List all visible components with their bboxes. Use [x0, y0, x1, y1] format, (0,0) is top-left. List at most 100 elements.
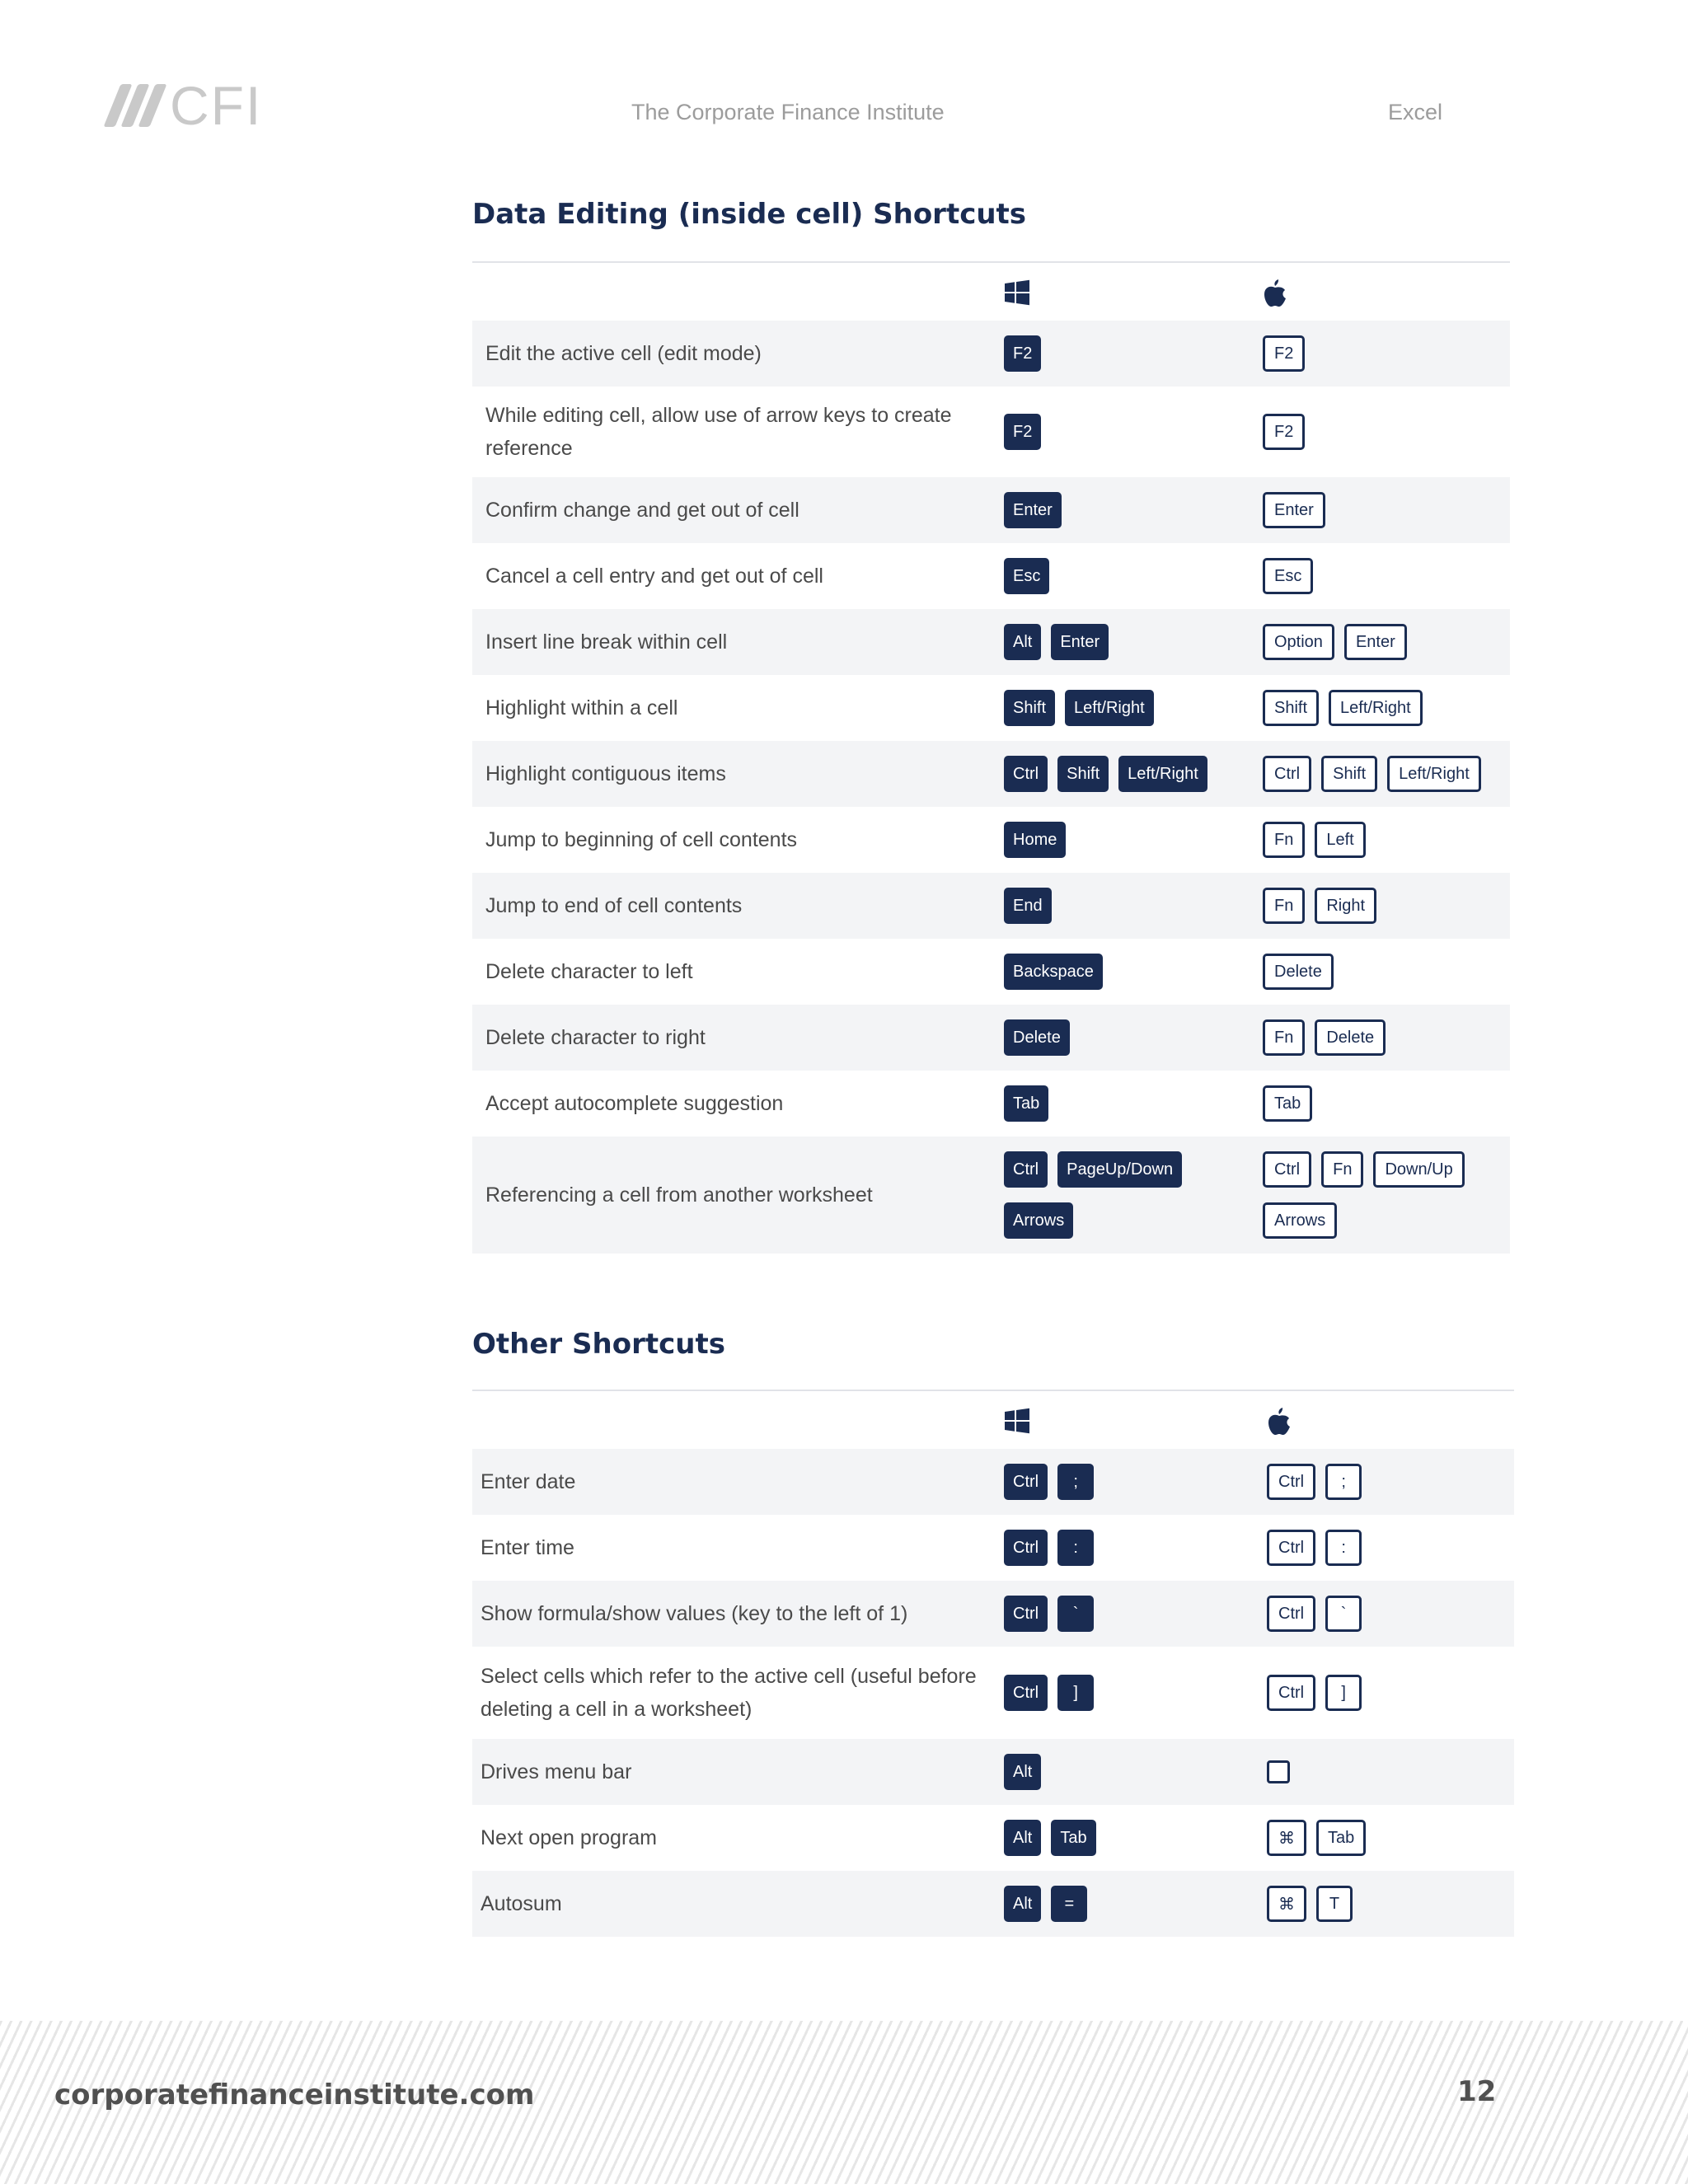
- shortcut-description: Delete character to left: [485, 960, 693, 983]
- table-row: Select cells which refer to the active c…: [472, 1647, 1514, 1739]
- shortcut-description: Delete character to right: [485, 1026, 706, 1049]
- shortcut-description: Accept autocomplete suggestion: [485, 1092, 784, 1115]
- key-cap: T: [1316, 1886, 1353, 1922]
- windows-keys: Ctrl]: [1004, 1647, 1095, 1739]
- command-key-icon: ⌘: [1267, 1886, 1306, 1922]
- key-cap: Right: [1315, 888, 1377, 924]
- mac-keys: Shift Left/Right: [1263, 675, 1423, 741]
- key-cap: Ctrl: [1004, 756, 1048, 792]
- mac-keys: Ctrl:: [1267, 1515, 1362, 1581]
- header-topic: Excel: [1388, 100, 1443, 124]
- key-cap: Left/Right: [1387, 756, 1481, 792]
- windows-keys: Ctrl Shift Left/Right: [1004, 741, 1207, 807]
- table-row: Jump to beginning of cell contents Home Fn…: [472, 807, 1510, 873]
- apple-icon: [1267, 1408, 1292, 1440]
- table-row: Enter time Ctrl: Ctrl:: [472, 1515, 1514, 1581]
- page-header: CFI The Corporate Finance Institute Exce…: [0, 0, 1688, 165]
- table-row: Edit the active cell (edit mode) F2 F2: [472, 321, 1510, 387]
- shortcut-description: While editing cell, allow use of arrow k…: [485, 404, 952, 460]
- blank-key-icon: [1267, 1760, 1290, 1783]
- windows-keys: Ctrl `: [1004, 1581, 1095, 1647]
- key-cap: Enter: [1343, 624, 1407, 660]
- mac-keys: Delete: [1263, 939, 1334, 1005]
- windows-keys: Esc: [1004, 543, 1050, 609]
- table-row: Referencing a cell from another workshee…: [472, 1137, 1510, 1254]
- table-row: While editing cell, allow use of arrow k…: [472, 387, 1510, 477]
- page-number: 12: [1457, 2075, 1497, 2108]
- mac-keys: Ctrl `: [1267, 1581, 1362, 1647]
- shortcut-description: Referencing a cell from another workshee…: [485, 1183, 873, 1207]
- shortcuts-table-data-editing: Edit the active cell (edit mode) F2 F2 Whil…: [472, 261, 1510, 1254]
- key-cap: Tab: [1051, 1820, 1096, 1856]
- key-cap: PageUp/Down: [1057, 1151, 1183, 1188]
- table-header: [472, 263, 1510, 321]
- key-cap: F2: [1004, 335, 1042, 372]
- table-row: Drives menu bar Alt: [472, 1739, 1514, 1805]
- shortcut-description: Show formula/show values (key to the lef…: [481, 1602, 908, 1625]
- key-cap: Alt: [1004, 1754, 1042, 1790]
- cfi-logo: CFI: [103, 75, 263, 136]
- shortcut-description: Confirm change and get out of cell: [485, 499, 799, 522]
- key-cap: Down/Up: [1373, 1151, 1465, 1188]
- key-cap: :: [1325, 1530, 1362, 1566]
- windows-keys: End: [1004, 873, 1052, 939]
- key-cap: Ctrl: [1267, 1596, 1316, 1632]
- table-row: Jump to end of cell contents End Fn Right: [472, 873, 1510, 939]
- key-cap: F2: [1263, 335, 1306, 372]
- key-cap: Alt: [1004, 1886, 1042, 1922]
- windows-keys: Ctrl:: [1004, 1515, 1095, 1581]
- mac-keys: Fn Left: [1263, 807, 1366, 873]
- key-cap: Ctrl: [1004, 1464, 1048, 1500]
- windows-keys: F2: [1004, 387, 1042, 477]
- mac-keys: Fn Delete: [1263, 1005, 1386, 1071]
- mac-keys: Fn Right: [1263, 873, 1377, 939]
- key-cap: F2: [1263, 414, 1306, 450]
- key-cap: Tab: [1316, 1820, 1367, 1856]
- key-cap: `: [1325, 1596, 1362, 1632]
- mac-keys: Option Enter: [1263, 609, 1407, 675]
- key-cap: Esc: [1004, 558, 1050, 594]
- shortcut-description: Jump to end of cell contents: [485, 894, 743, 917]
- shortcut-description: Highlight contiguous items: [485, 762, 726, 785]
- apple-icon: [1263, 279, 1287, 312]
- key-cap: Shift: [1263, 690, 1320, 726]
- table-row: Autosum Alt = ⌘ T: [472, 1871, 1514, 1937]
- logo-text: CFI: [170, 75, 263, 136]
- key-cap: Arrows: [1004, 1202, 1074, 1239]
- key-cap: Option: [1263, 624, 1334, 660]
- key-cap: Alt: [1004, 1820, 1042, 1856]
- footer-url: corporatefinanceinstitute.com: [54, 2079, 535, 2111]
- mac-keys: Enter: [1263, 477, 1325, 543]
- windows-keys: Enter: [1004, 477, 1062, 543]
- windows-icon: [1004, 1408, 1030, 1438]
- shortcut-description: Cancel a cell entry and get out of cell: [485, 565, 823, 588]
- header-title: The Corporate Finance Institute: [631, 100, 945, 124]
- key-cap: ;: [1057, 1464, 1095, 1500]
- windows-keys: Ctrl PageUp/Down Arrows: [1004, 1137, 1183, 1254]
- key-cap: F2: [1004, 414, 1042, 450]
- key-cap: Ctrl: [1263, 756, 1312, 792]
- key-cap: Ctrl: [1267, 1530, 1316, 1566]
- key-cap: Ctrl: [1004, 1151, 1048, 1188]
- table-row: Cancel a cell entry and get out of cell E…: [472, 543, 1510, 609]
- key-cap: Tab: [1004, 1085, 1049, 1122]
- mac-keys: ⌘ T: [1267, 1871, 1353, 1937]
- windows-keys: Alt =: [1004, 1871, 1088, 1937]
- section-title-other: Other Shortcuts: [472, 1328, 725, 1361]
- key-cap: Delete: [1004, 1019, 1070, 1056]
- key-cap: ]: [1057, 1675, 1095, 1711]
- table-row: Highlight within a cell Shift Left/Right Sh…: [472, 675, 1510, 741]
- mac-keys: Ctrl;: [1267, 1449, 1362, 1515]
- table-row: Accept autocomplete suggestion Tab Tab: [472, 1071, 1510, 1137]
- key-cap: :: [1057, 1530, 1095, 1566]
- mac-keys: F2: [1263, 387, 1306, 477]
- mac-keys: Ctrl Fn Down/Up Arrows: [1263, 1137, 1465, 1254]
- key-cap: Arrows: [1263, 1202, 1338, 1239]
- logo-slashes-icon: [103, 84, 167, 127]
- shortcut-description: Autosum: [481, 1892, 562, 1915]
- shortcut-description: Jump to beginning of cell contents: [485, 828, 798, 851]
- windows-keys: Backspace: [1004, 939, 1103, 1005]
- key-cap: Shift: [1321, 756, 1378, 792]
- key-cap: Left/Right: [1118, 756, 1207, 792]
- windows-keys: Delete: [1004, 1005, 1070, 1071]
